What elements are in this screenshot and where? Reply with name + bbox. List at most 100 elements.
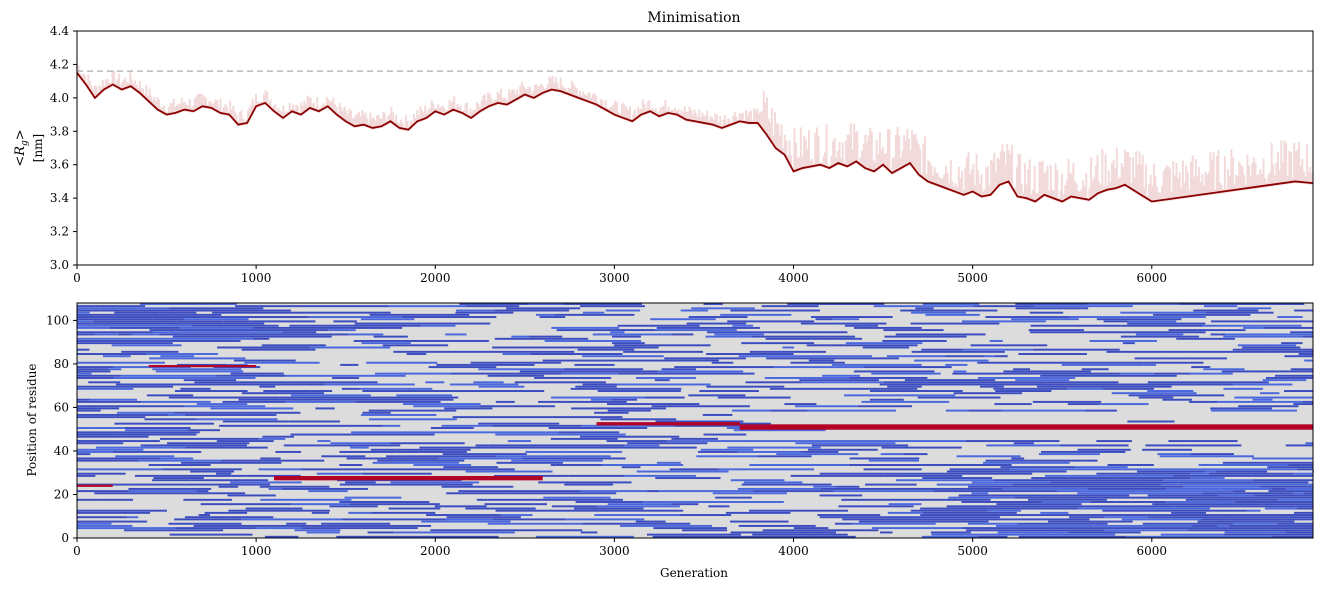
strand-segment — [109, 326, 145, 329]
strand-segment — [252, 337, 270, 340]
strand-segment — [250, 320, 316, 323]
strand-segment — [626, 387, 682, 390]
strand-segment — [1077, 492, 1164, 495]
strand-segment — [116, 383, 190, 386]
strand-segment — [1281, 514, 1313, 517]
strand-segment — [1285, 531, 1313, 534]
strand-segment — [1143, 361, 1204, 364]
strand-segment — [529, 353, 623, 356]
strand-segment — [185, 446, 268, 449]
strand-segment — [77, 490, 129, 493]
rg-y-tick-label: 3.8 — [50, 124, 69, 138]
strand-segment — [372, 457, 439, 460]
strand-segment — [1265, 501, 1313, 503]
rg-y-tick-label: 3.6 — [50, 158, 69, 172]
strand-segment — [173, 411, 243, 414]
strand-segment — [349, 503, 440, 506]
strand-segment — [911, 350, 1005, 353]
strand-segment — [316, 472, 363, 475]
strand-segment — [869, 398, 904, 401]
strand-segment — [582, 522, 625, 525]
strand-segment — [199, 309, 291, 312]
strand-segment — [393, 518, 446, 521]
strand-segment — [1096, 318, 1182, 321]
strand-segment — [986, 444, 1060, 447]
strand-segment — [971, 481, 1051, 484]
strand-segment — [232, 335, 332, 338]
strand-segment — [1279, 370, 1313, 373]
strand-segment — [895, 333, 986, 336]
strand-segment — [138, 459, 221, 462]
strand-segment — [1168, 329, 1246, 332]
strand-segment — [478, 385, 494, 388]
strand-segment — [881, 446, 962, 449]
strand-segment — [175, 313, 222, 316]
strand-segment — [562, 303, 642, 305]
strand-segment — [1120, 311, 1206, 314]
strand-segment — [542, 446, 637, 449]
strand-segment — [162, 468, 242, 471]
strand-segment — [174, 518, 242, 521]
strand-segment — [922, 511, 1017, 514]
strand-segment — [1198, 464, 1289, 466]
strand-segment — [1128, 394, 1225, 397]
strand-segment — [191, 324, 279, 327]
strand-segment — [1237, 529, 1270, 532]
strand-segment — [176, 363, 228, 366]
strand-segment — [444, 407, 493, 410]
strand-segment — [386, 455, 401, 458]
strand-segment — [291, 503, 350, 506]
strand-segment — [575, 501, 644, 503]
strand-segment — [819, 516, 842, 519]
rg-x-tick-label: 3000 — [599, 271, 630, 285]
strand-segment — [686, 322, 747, 325]
strand-segment — [584, 509, 684, 512]
strand-segment — [607, 403, 700, 406]
strand-segment — [77, 522, 112, 525]
strand-segment — [611, 335, 641, 338]
strand-segment — [487, 522, 512, 525]
strand-segment — [242, 411, 301, 414]
strand-segment — [1146, 518, 1202, 521]
strand-segment — [737, 487, 821, 490]
strand-segment — [152, 318, 185, 321]
strand-segment — [420, 459, 465, 462]
strand-segment — [470, 372, 562, 375]
strand-segment — [969, 383, 1067, 386]
strand-segment — [749, 509, 766, 512]
strand-segment — [290, 394, 371, 397]
strand-segment — [455, 311, 514, 314]
strand-segment — [765, 337, 863, 340]
strand-segment — [703, 433, 747, 436]
strand-segment — [77, 318, 153, 321]
heatmap-x-tick-label: 1000 — [241, 544, 272, 558]
strand-segment — [77, 324, 137, 327]
strand-segment — [805, 440, 901, 443]
rg-y-axis-label: <Rg> [nm] — [13, 129, 45, 166]
strand-segment — [1252, 479, 1313, 482]
strand-segment — [581, 424, 675, 427]
strand-segment — [1159, 455, 1255, 458]
strand-segment — [1018, 353, 1087, 356]
strand-segment — [602, 464, 684, 466]
strand-segment — [655, 477, 721, 480]
strand-segment — [966, 533, 1046, 536]
strand-segment — [1028, 498, 1107, 501]
strand-segment — [590, 398, 612, 401]
strand-segment — [627, 442, 708, 445]
strand-segment — [1153, 372, 1191, 375]
strand-segment — [1121, 324, 1203, 327]
strand-segment — [580, 435, 680, 438]
heatmap-y-axis: 0 20 40 60 80 100 — [46, 313, 77, 545]
strand-segment — [306, 531, 340, 534]
rg-line-chart: Minimisation 0 1000 2000 3000 4000 5000 6000 3… — [13, 10, 1314, 285]
strand-segment — [159, 333, 259, 336]
strand-segment — [963, 348, 1033, 351]
strand-segment — [744, 446, 821, 449]
strand-segment — [1167, 509, 1185, 512]
strand-segment — [962, 527, 1051, 530]
strand-segment — [445, 518, 493, 521]
strand-segment — [290, 524, 327, 527]
strand-segment — [351, 431, 448, 434]
strand-segment — [77, 520, 148, 523]
